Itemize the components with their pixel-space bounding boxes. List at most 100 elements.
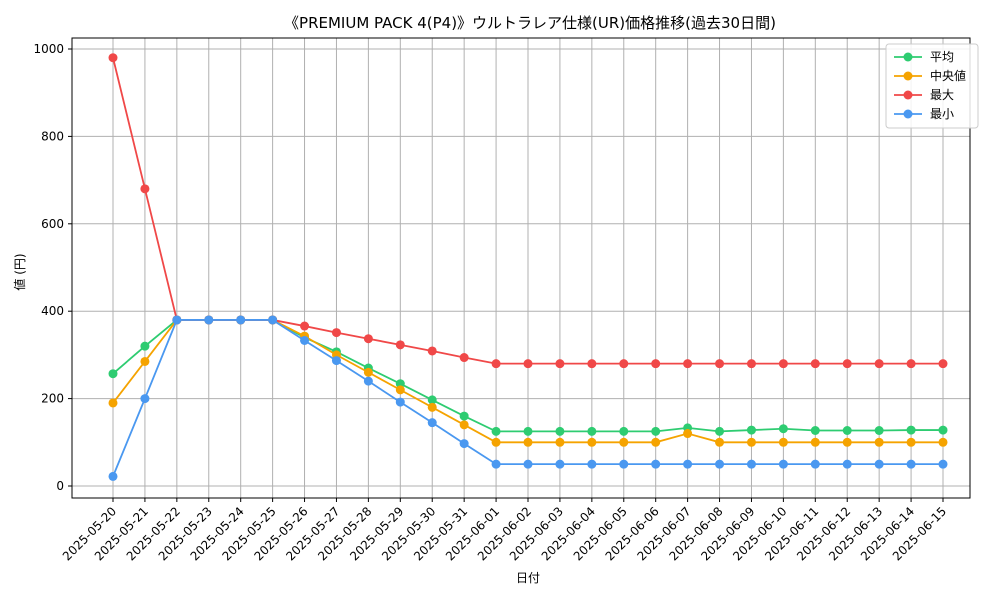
legend-swatch-marker bbox=[903, 109, 913, 119]
data-point bbox=[746, 437, 756, 447]
legend-swatch-marker bbox=[903, 90, 913, 100]
data-point bbox=[938, 359, 948, 369]
data-point bbox=[587, 437, 597, 447]
data-point bbox=[427, 418, 437, 428]
data-point bbox=[523, 459, 533, 469]
data-point bbox=[778, 359, 788, 369]
data-point bbox=[491, 426, 501, 436]
data-point bbox=[427, 395, 437, 405]
y-tick-label: 200 bbox=[41, 392, 64, 406]
data-point bbox=[715, 359, 725, 369]
series-3 bbox=[108, 315, 948, 481]
data-point bbox=[108, 369, 118, 379]
data-point bbox=[746, 425, 756, 435]
legend-label: 平均 bbox=[930, 50, 954, 64]
data-point bbox=[874, 426, 884, 436]
data-point bbox=[778, 437, 788, 447]
data-point bbox=[587, 459, 597, 469]
data-point bbox=[395, 340, 405, 350]
data-point bbox=[683, 359, 693, 369]
data-point bbox=[172, 315, 182, 325]
data-point bbox=[555, 359, 565, 369]
data-point bbox=[236, 315, 246, 325]
data-point bbox=[715, 437, 725, 447]
data-point bbox=[746, 459, 756, 469]
x-axis-title: 日付 bbox=[516, 571, 540, 585]
data-point bbox=[491, 437, 501, 447]
data-point bbox=[778, 424, 788, 434]
y-tick-label: 1000 bbox=[33, 42, 64, 56]
data-point bbox=[810, 437, 820, 447]
data-point bbox=[140, 356, 150, 366]
data-point bbox=[395, 397, 405, 407]
data-point bbox=[363, 367, 373, 377]
data-point bbox=[619, 459, 629, 469]
data-point bbox=[555, 437, 565, 447]
data-point bbox=[427, 402, 437, 412]
data-point bbox=[746, 359, 756, 369]
data-point bbox=[331, 328, 341, 338]
data-point bbox=[427, 346, 437, 356]
data-point bbox=[108, 53, 118, 63]
chart-title: 《PREMIUM PACK 4(P4)》ウルトラレア仕様(UR)価格推移(過去3… bbox=[284, 14, 776, 32]
data-point bbox=[459, 353, 469, 363]
data-point bbox=[555, 426, 565, 436]
data-point bbox=[619, 359, 629, 369]
legend-label: 中央値 bbox=[930, 68, 966, 83]
data-point bbox=[842, 359, 852, 369]
grid-lines bbox=[72, 38, 970, 498]
data-point bbox=[842, 437, 852, 447]
data-point bbox=[651, 359, 661, 369]
data-point bbox=[523, 426, 533, 436]
x-axis-ticks: 2025-05-202025-05-212025-05-222025-05-23… bbox=[60, 498, 949, 563]
data-point bbox=[108, 398, 118, 408]
data-point bbox=[874, 459, 884, 469]
data-point bbox=[906, 459, 916, 469]
data-point bbox=[938, 437, 948, 447]
data-point bbox=[874, 437, 884, 447]
data-point bbox=[906, 359, 916, 369]
data-point bbox=[395, 385, 405, 395]
data-point bbox=[331, 356, 341, 366]
legend-swatch-marker bbox=[903, 71, 913, 81]
data-point bbox=[810, 459, 820, 469]
data-point bbox=[938, 459, 948, 469]
y-axis-ticks: 0 200 400 600 800 1000 bbox=[33, 42, 72, 493]
data-point bbox=[459, 411, 469, 421]
data-point bbox=[906, 437, 916, 447]
data-point bbox=[300, 335, 310, 345]
data-point bbox=[842, 426, 852, 436]
series-layer bbox=[108, 53, 948, 481]
data-point bbox=[108, 471, 118, 481]
data-point bbox=[523, 359, 533, 369]
data-point bbox=[810, 359, 820, 369]
data-point bbox=[810, 426, 820, 436]
legend-swatch-marker bbox=[903, 52, 913, 62]
data-point bbox=[555, 459, 565, 469]
data-point bbox=[523, 437, 533, 447]
data-point bbox=[363, 334, 373, 344]
data-point bbox=[619, 426, 629, 436]
data-point bbox=[140, 341, 150, 351]
y-tick-label: 0 bbox=[56, 479, 64, 493]
y-tick-label: 400 bbox=[41, 304, 64, 318]
data-point bbox=[300, 321, 310, 331]
data-point bbox=[938, 425, 948, 435]
data-point bbox=[683, 459, 693, 469]
data-point bbox=[651, 459, 661, 469]
data-point bbox=[491, 359, 501, 369]
data-point bbox=[715, 426, 725, 436]
y-tick-label: 800 bbox=[41, 129, 64, 143]
legend-box bbox=[885, 43, 979, 129]
legend-label: 最小 bbox=[930, 107, 954, 121]
data-point bbox=[715, 459, 725, 469]
data-point bbox=[619, 437, 629, 447]
data-point bbox=[140, 184, 150, 194]
data-point bbox=[874, 359, 884, 369]
data-point bbox=[268, 315, 278, 325]
plot-area bbox=[71, 37, 971, 499]
y-axis-title: 値 (円) bbox=[12, 253, 27, 290]
data-point bbox=[459, 420, 469, 430]
